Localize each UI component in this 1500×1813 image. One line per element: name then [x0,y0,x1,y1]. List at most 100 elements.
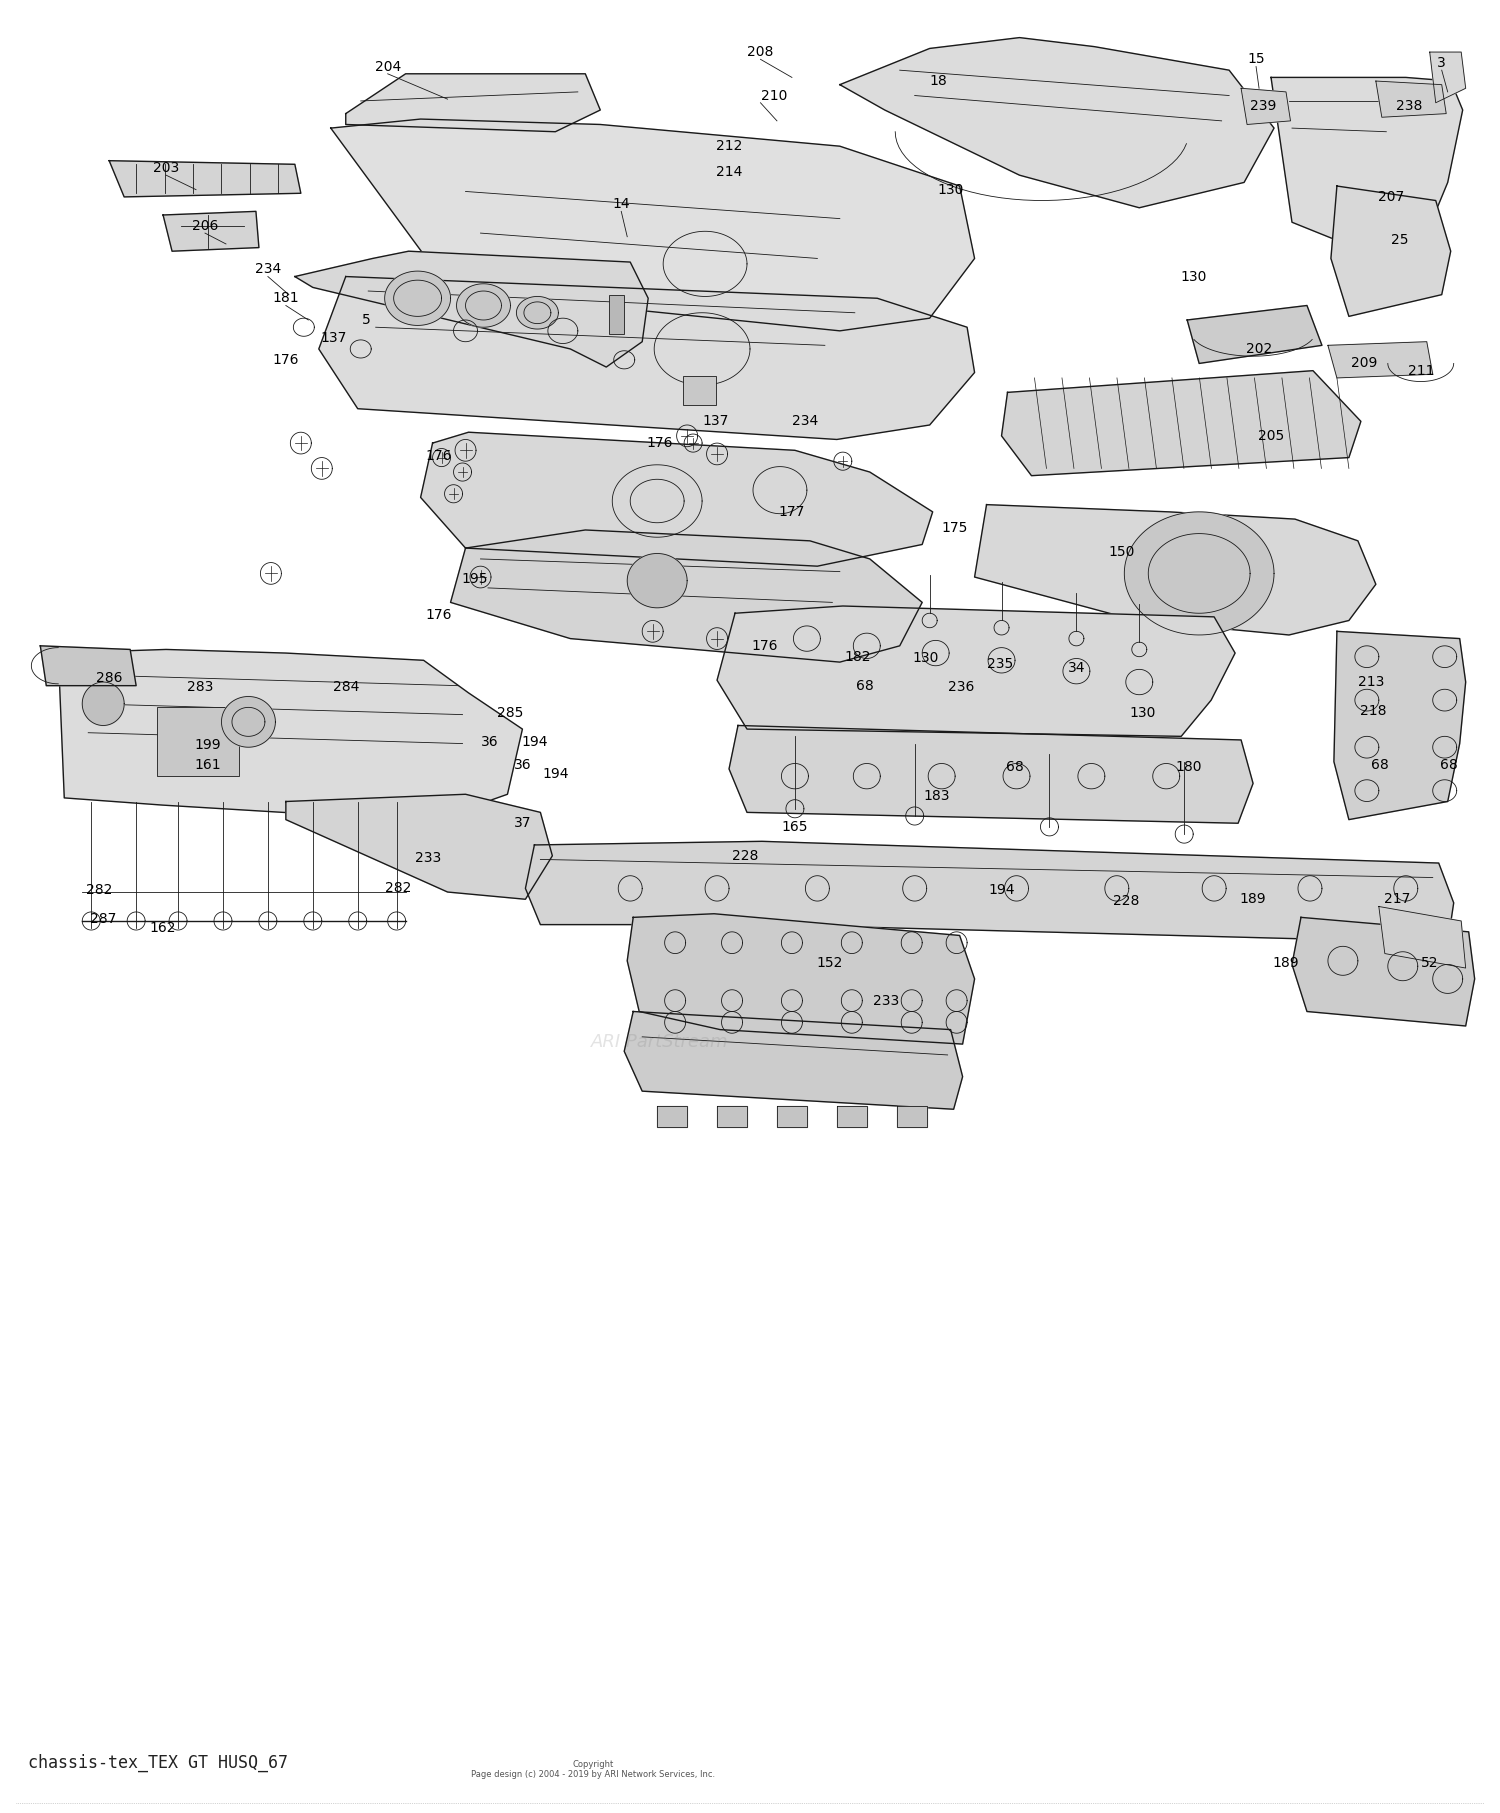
Polygon shape [1240,89,1290,125]
Polygon shape [1186,306,1322,363]
Polygon shape [1002,370,1360,475]
Text: 175: 175 [942,520,969,535]
Polygon shape [840,38,1274,208]
Text: 212: 212 [716,140,742,154]
Text: 282: 282 [86,883,112,897]
Text: 25: 25 [1390,234,1408,247]
Polygon shape [1292,917,1474,1026]
Text: 208: 208 [747,45,774,60]
Text: 176: 176 [752,638,778,653]
Text: 282: 282 [386,881,411,896]
Text: 176: 176 [273,354,298,366]
Text: 37: 37 [513,816,531,830]
Text: 214: 214 [716,165,742,178]
Text: 181: 181 [273,292,298,305]
Polygon shape [82,682,124,725]
Polygon shape [332,120,975,330]
Text: 176: 176 [426,607,451,622]
Polygon shape [450,529,922,662]
Text: 203: 203 [153,161,178,174]
Text: 199: 199 [195,738,222,752]
Text: 285: 285 [498,705,523,720]
Text: 162: 162 [150,921,177,936]
Polygon shape [1376,82,1446,118]
Text: 189: 189 [1272,955,1299,970]
Polygon shape [1334,631,1466,819]
Text: 233: 233 [416,850,441,865]
Text: 211: 211 [1407,364,1434,377]
Text: 68: 68 [1371,758,1389,772]
Text: 205: 205 [1258,430,1284,442]
Text: 68: 68 [1007,760,1025,774]
Polygon shape [110,161,302,198]
Polygon shape [286,794,552,899]
Polygon shape [624,1012,963,1110]
Polygon shape [1328,341,1432,377]
Text: 194: 194 [542,767,568,781]
Polygon shape [897,1106,927,1128]
Text: 206: 206 [192,219,217,232]
Polygon shape [717,1106,747,1128]
Text: 236: 236 [948,680,975,694]
Text: 228: 228 [1113,894,1138,908]
Text: 287: 287 [90,912,117,926]
Text: 239: 239 [1251,100,1276,114]
Polygon shape [222,696,276,747]
Text: Copyright
Page design (c) 2004 - 2019 by ARI Network Services, Inc.: Copyright Page design (c) 2004 - 2019 by… [471,1760,716,1779]
Polygon shape [164,212,260,252]
Text: 202: 202 [1246,343,1272,355]
Bar [609,296,624,334]
Polygon shape [1378,906,1466,968]
Text: 36: 36 [513,758,531,772]
Text: 150: 150 [1108,544,1134,558]
Polygon shape [657,1106,687,1128]
Text: chassis-tex_TEX GT HUSQ_67: chassis-tex_TEX GT HUSQ_67 [28,1753,288,1771]
Text: 165: 165 [782,819,808,834]
Polygon shape [975,504,1376,635]
Text: 18: 18 [930,74,948,89]
Text: 234: 234 [792,415,819,428]
Text: 152: 152 [816,955,843,970]
Polygon shape [40,645,136,685]
Text: 3: 3 [1437,56,1446,71]
Polygon shape [1270,78,1462,252]
Text: 183: 183 [924,789,951,803]
Polygon shape [516,297,558,328]
Text: 176: 176 [646,437,674,450]
Polygon shape [1330,187,1450,315]
Text: 161: 161 [195,758,222,772]
Text: 210: 210 [760,89,788,103]
Text: 36: 36 [480,734,498,749]
Polygon shape [717,606,1234,736]
Polygon shape [456,285,510,326]
Text: 130: 130 [912,651,939,665]
Text: 228: 228 [732,848,759,863]
Polygon shape [729,725,1252,823]
Text: 68: 68 [856,678,874,693]
Text: 194: 194 [520,734,548,749]
Polygon shape [346,74,600,132]
Polygon shape [296,252,648,366]
Text: 204: 204 [375,60,400,74]
Bar [158,707,240,776]
Text: 194: 194 [988,883,1016,897]
Polygon shape [525,841,1454,943]
Text: 182: 182 [844,649,871,664]
Bar [682,375,716,404]
Text: 213: 213 [1358,674,1384,689]
Text: 34: 34 [1068,660,1084,674]
Polygon shape [384,272,450,325]
Text: 176: 176 [426,450,451,462]
Text: 218: 218 [1359,703,1386,718]
Polygon shape [58,649,522,819]
Text: 52: 52 [1420,955,1438,970]
Polygon shape [627,553,687,607]
Text: 238: 238 [1395,100,1422,114]
Polygon shape [837,1106,867,1128]
Text: 137: 137 [702,415,729,428]
Text: 130: 130 [1180,270,1206,283]
Text: 68: 68 [1440,758,1458,772]
Text: 130: 130 [938,183,964,196]
Text: 284: 284 [333,680,358,694]
Text: 207: 207 [1377,190,1404,203]
